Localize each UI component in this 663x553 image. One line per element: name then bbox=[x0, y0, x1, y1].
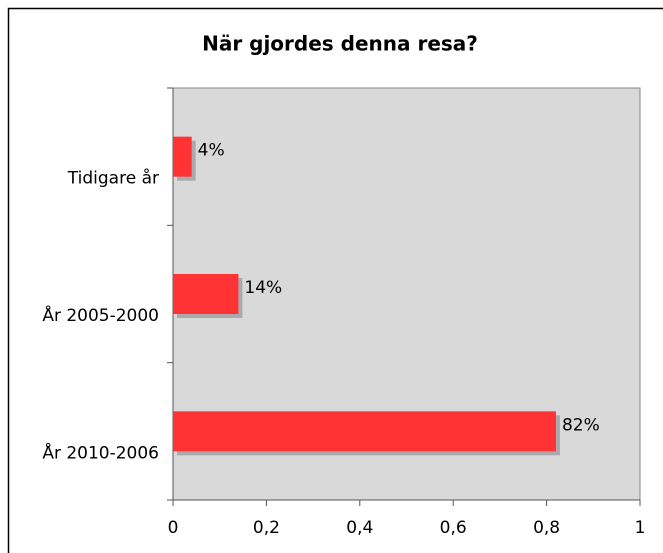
x-tick-label: 0,8 bbox=[533, 518, 560, 538]
data-label: 4% bbox=[198, 141, 225, 161]
data-label: 82% bbox=[562, 415, 600, 435]
y-tick-label: Tidigare år bbox=[67, 168, 159, 189]
x-tick-label: 1 bbox=[635, 518, 646, 538]
y-tick-label: År 2010-2006 bbox=[42, 441, 159, 463]
y-tick-label: År 2005-2000 bbox=[42, 304, 159, 326]
chart-title: När gjordes denna resa? bbox=[202, 32, 478, 56]
data-label: 14% bbox=[244, 278, 282, 298]
bar bbox=[173, 274, 239, 314]
bar bbox=[173, 411, 556, 452]
x-tick-label: 0 bbox=[168, 518, 179, 538]
x-tick-label: 0,6 bbox=[440, 518, 467, 538]
bar bbox=[173, 136, 192, 177]
x-tick-label: 0,4 bbox=[346, 518, 373, 538]
x-tick-label: 0,2 bbox=[253, 518, 280, 538]
